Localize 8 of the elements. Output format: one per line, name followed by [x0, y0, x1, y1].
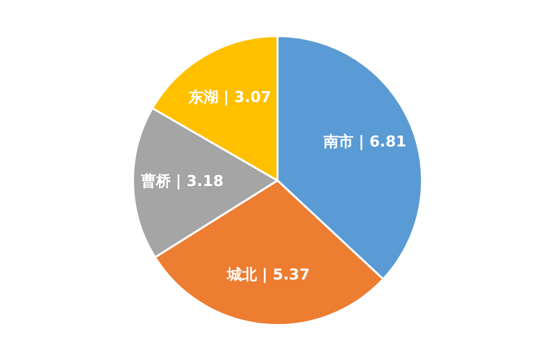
slice-label: 东湖 [187, 88, 218, 106]
slice-label: 南市 [322, 132, 354, 150]
data-label: | 6.81 [358, 132, 406, 150]
slice-label: 曹桥 [140, 172, 172, 190]
slice-label: 城北 [226, 265, 258, 284]
data-label: | 3.18 [176, 172, 224, 190]
data-label: | 3.07 [223, 88, 272, 106]
data-label: | 5.37 [262, 265, 310, 284]
